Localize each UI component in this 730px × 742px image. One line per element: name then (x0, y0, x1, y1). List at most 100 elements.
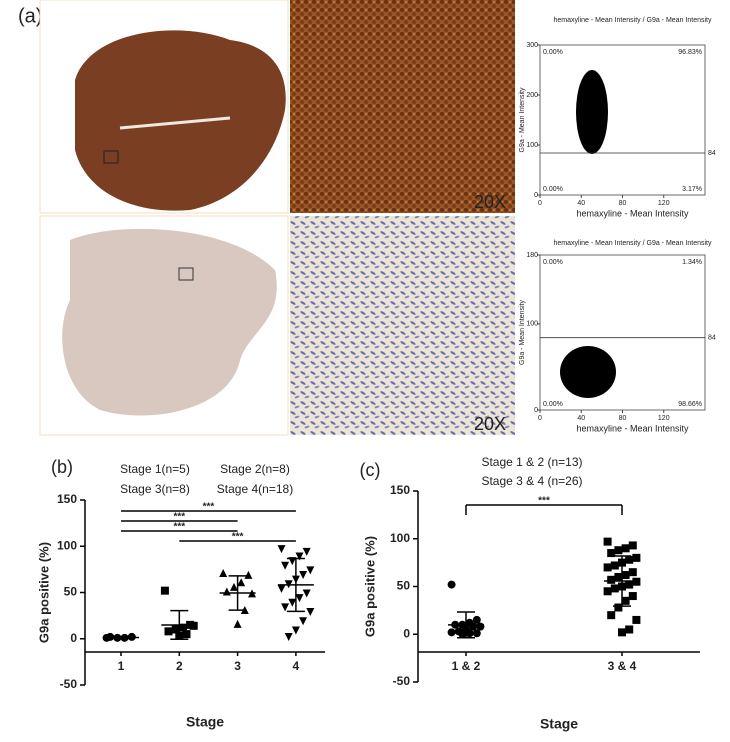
quadrant-label: 0.00% (543, 49, 563, 56)
significance-label: *** (203, 502, 215, 513)
y-tick-label: 0 (534, 192, 538, 199)
data-point (291, 626, 300, 635)
image-20x (290, 0, 515, 213)
x-tick-label: 1 & 2 (452, 659, 481, 673)
data-point (447, 628, 456, 637)
y-tick-label: 100 (390, 531, 410, 545)
x-tick-label: 0 (538, 200, 542, 207)
x-axis-label: hemaxyline - Mean Intensity (576, 208, 689, 218)
y-tick-label: 0 (70, 631, 77, 645)
quadrant-label: 98.66% (678, 401, 702, 408)
data-point (288, 598, 297, 607)
data-point (160, 586, 169, 595)
data-point (295, 594, 304, 603)
y-tick-label: 300 (526, 42, 538, 49)
data-point (189, 621, 198, 630)
data-point (458, 630, 467, 639)
data-point (171, 625, 180, 634)
quadrant-label: 0.00% (543, 401, 563, 408)
data-point (302, 547, 311, 556)
cell-cloud (560, 346, 616, 398)
x-axis-label: Stage (540, 716, 578, 732)
y-tick-label: 100 (526, 321, 538, 328)
x-tick-label: 4 (293, 659, 300, 673)
y-tick-label: 50 (397, 579, 411, 593)
annotation: Stage 3(n=8) (120, 482, 190, 496)
y-tick-label: 100 (57, 538, 77, 552)
data-point (472, 615, 481, 624)
data-point (603, 537, 612, 546)
data-point (625, 580, 634, 589)
annotation: Stage 1 & 2 (n=13) (481, 455, 582, 469)
x-axis-label: hemaxyline - Mean Intensity (576, 423, 689, 433)
data-point (284, 632, 293, 641)
data-point (219, 569, 228, 577)
data-point (628, 592, 637, 601)
magnification: 20X (474, 192, 506, 212)
x-tick-label: 3 & 4 (608, 659, 637, 673)
data-point (281, 561, 290, 570)
x-tick-label: 40 (577, 200, 585, 207)
data-point (277, 545, 286, 554)
x-tick-label: 2 (176, 659, 183, 673)
cell-cloud (576, 70, 608, 154)
data-point (632, 615, 641, 624)
data-point (625, 625, 634, 634)
y-tick-label: 50 (64, 585, 78, 599)
x-tick-label: 120 (658, 415, 670, 422)
data-point (277, 584, 286, 593)
x-tick-label: 80 (619, 200, 627, 207)
data-point (607, 549, 616, 558)
y-tick-label: -50 (60, 677, 78, 691)
y-tick-label: 150 (57, 492, 77, 506)
data-point (632, 553, 641, 562)
y-tick-label: 180 (526, 252, 538, 259)
data-point (244, 570, 253, 579)
data-point (299, 617, 308, 626)
y-tick-label: 100 (526, 142, 538, 149)
significance-label: *** (173, 522, 185, 533)
significance-label: *** (173, 512, 185, 523)
panel-label: (a) (18, 5, 42, 27)
data-point (164, 627, 173, 636)
data-point (306, 608, 315, 616)
data-point (222, 587, 231, 596)
data-point (625, 555, 634, 564)
annotation: Stage 3 & 4 (n=26) (481, 474, 582, 488)
y-tick-label: 0 (534, 407, 538, 414)
data-point (621, 571, 630, 580)
y-axis-label: G9a - Mean Intensity (519, 87, 526, 152)
magnification: 20X (474, 414, 506, 434)
x-tick-label: 120 (658, 200, 670, 207)
annotation: Stage 1(n=5) (120, 462, 190, 476)
data-point (233, 619, 242, 628)
tissue (75, 30, 286, 211)
annotation: Stage 2(n=8) (220, 462, 290, 476)
data-point (281, 603, 290, 612)
data-point (618, 628, 626, 637)
panel-label: (c) (360, 460, 381, 480)
data-point (230, 582, 238, 591)
data-point (621, 596, 630, 605)
image-20x (290, 216, 515, 435)
threshold-label: 84 (708, 335, 716, 342)
annotation: Stage 4(n=18) (217, 482, 293, 496)
significance-label: *** (538, 496, 550, 507)
data-point (621, 544, 630, 553)
data-point (302, 589, 311, 598)
y-tick-label: 0 (403, 626, 410, 640)
panel-label: (b) (51, 457, 73, 477)
data-point (607, 611, 616, 620)
quadrant-label: 3.17% (682, 186, 702, 193)
x-tick-label: 40 (577, 415, 585, 422)
significance-label: *** (232, 532, 244, 543)
tissue (62, 228, 277, 416)
data-point (447, 580, 456, 589)
data-point (603, 563, 612, 572)
chart-title: hemaxyline - Mean Intensity / G9a - Mean… (554, 240, 712, 247)
x-tick-label: 3 (234, 659, 241, 673)
y-axis-label: G9a - Mean Intensity (519, 300, 526, 365)
quadrant-label: 1.34% (682, 259, 702, 266)
data-point (614, 546, 623, 555)
